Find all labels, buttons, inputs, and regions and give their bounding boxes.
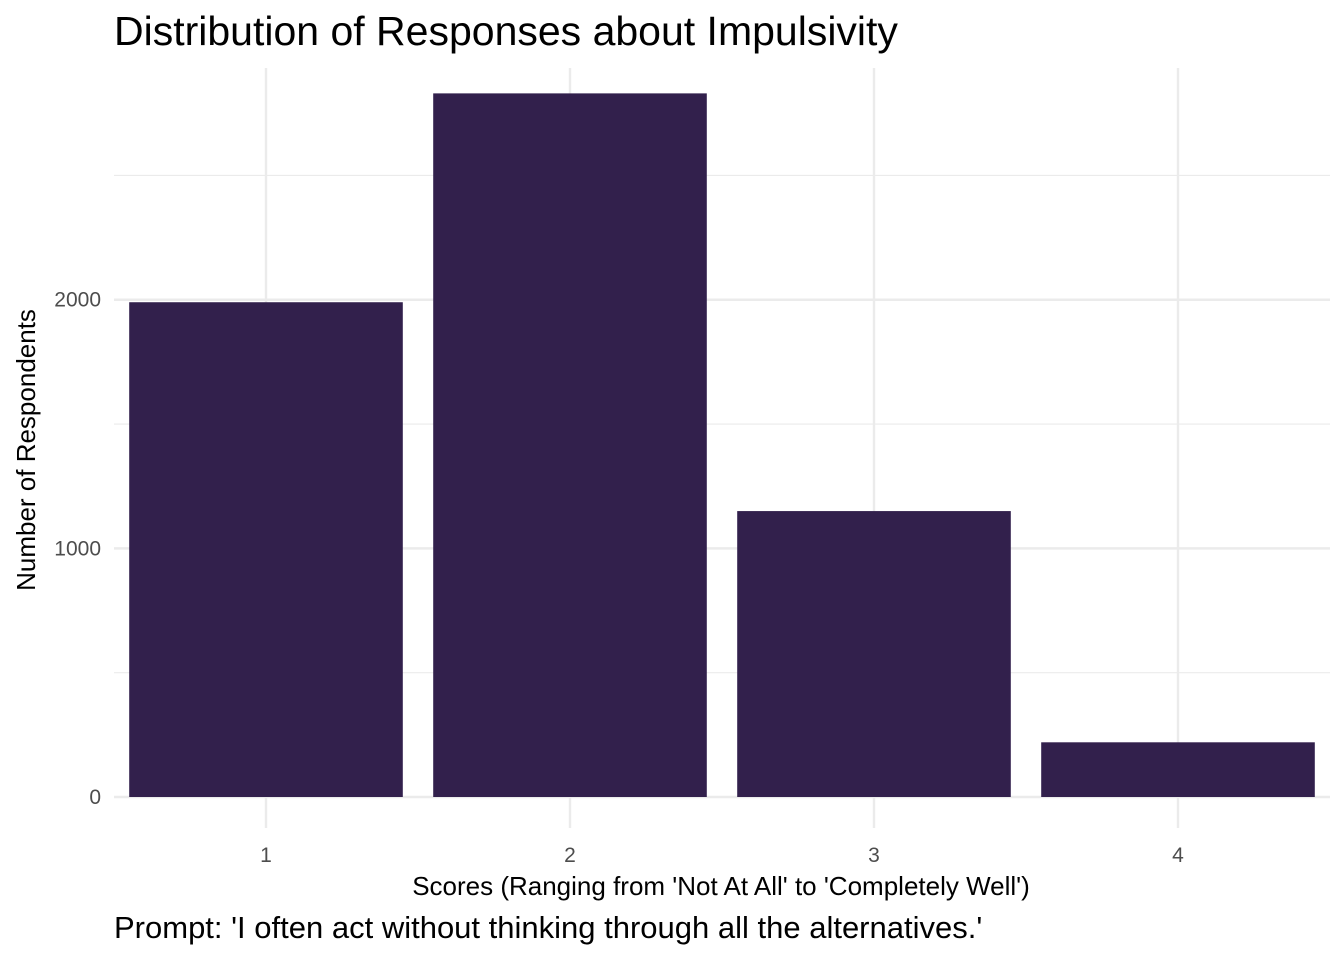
x-tick-label: 3	[868, 844, 880, 867]
y-tick-label: 1000	[54, 537, 101, 560]
chart-caption: Prompt: 'I often act without thinking th…	[114, 910, 983, 945]
y-axis-label: Number of Respondents	[11, 309, 41, 591]
tick-labels: 0 1000 2000 1 2 3 4	[54, 289, 1184, 867]
x-tick-label: 1	[260, 844, 272, 867]
x-tick-label: 2	[564, 844, 576, 867]
bar-4	[1041, 742, 1315, 797]
x-axis-label: Scores (Ranging from 'Not At All' to 'Co…	[412, 871, 1030, 901]
chart-title: Distribution of Responses about Impulsiv…	[114, 8, 898, 54]
bar-2	[433, 93, 707, 797]
y-tick-label: 0	[89, 786, 101, 809]
x-tick-label: 4	[1172, 844, 1184, 867]
bar-3	[737, 511, 1011, 797]
bars	[129, 93, 1315, 797]
bar-1	[129, 302, 403, 797]
y-tick-label: 2000	[54, 289, 101, 312]
